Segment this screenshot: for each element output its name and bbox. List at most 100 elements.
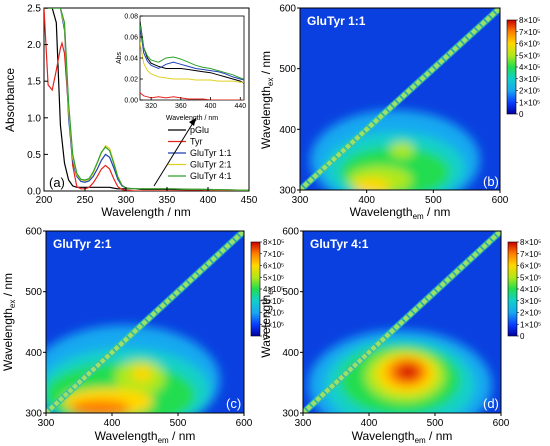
y-tick-label: 500	[25, 287, 42, 298]
scatter-marker	[479, 19, 488, 28]
scatter-marker	[315, 167, 325, 176]
inset-y-tick-label: 0.04	[124, 56, 138, 63]
scatter-marker	[348, 137, 357, 147]
scatter-marker	[223, 242, 232, 251]
colorbar-tick-label: 3×10⁵	[519, 75, 540, 84]
scatter-marker	[474, 23, 483, 32]
scatter-marker	[341, 369, 351, 378]
colorbar-tick-label: 5×10⁵	[519, 51, 540, 60]
scatter-marker	[318, 390, 327, 399]
scatter-marker	[374, 339, 383, 348]
panel-c-y-axis-label: Wavelengthex / nm	[1, 273, 17, 371]
colorbar-tick-label: 2×10⁵	[520, 309, 541, 318]
scatter-marker	[237, 231, 244, 238]
panel-b-heatmap: GluTyr 1:1 (b) 300 400 500 600300400500600 …	[259, 4, 540, 222]
scatter-marker	[385, 103, 395, 113]
y-tick-label: 600	[282, 227, 299, 238]
legend-entry-label: Tyr	[190, 137, 203, 147]
panel-c-scatter-diagonal	[46, 231, 244, 413]
panel-c-x-axis-label: Wavelengthem / nm	[95, 429, 196, 445]
scatter-marker	[457, 263, 466, 272]
panel-a-x-tick-label: 400	[200, 195, 217, 206]
scatter-marker	[480, 242, 489, 251]
legend-entry-label: GluTyr 2:1	[190, 160, 232, 170]
scatter-marker	[144, 314, 154, 323]
panel-a-y-tick-label: 1.5	[27, 77, 41, 88]
inset-x-tick-label: 320	[145, 103, 157, 110]
scatter-marker	[218, 246, 227, 255]
colorbar-tick-label: 1×10⁵	[263, 320, 284, 329]
scatter-marker	[452, 267, 461, 276]
panel-a-x-tick-label: 300	[118, 195, 135, 206]
panel-d-plot-frame	[302, 230, 502, 414]
panel-a-y-tick-label: 0.5	[27, 150, 41, 161]
panel-c-heatmap: GluTyr 2:1 (c) 300 400 500 600300400500600 …	[1, 227, 284, 446]
scatter-marker	[441, 53, 451, 62]
inset-y-tick-label: 0.06	[124, 35, 138, 42]
colorbar-tick-label: 7×10⁵	[520, 250, 541, 259]
x-tick-label: 500	[425, 195, 442, 206]
colorbar-tick-label: 8×10⁵	[263, 238, 284, 247]
x-tick-label: 400	[104, 418, 121, 429]
inset-x-tick-label: 400	[205, 103, 217, 110]
scatter-marker	[465, 31, 474, 41]
scatter-marker	[485, 237, 494, 247]
scatter-marker	[66, 386, 75, 395]
scatter-marker	[367, 120, 376, 130]
scatter-marker	[406, 310, 415, 319]
scatter-marker	[329, 154, 339, 164]
panel-c-title: GluTyr 2:1	[53, 237, 112, 251]
scatter-marker	[451, 44, 460, 53]
panel-d-y-axis-label: Wavelengthex	[259, 286, 275, 357]
scatter-marker	[371, 116, 381, 125]
scatter-marker	[420, 297, 429, 306]
x-tick-label: 300	[292, 195, 309, 206]
scatter-marker	[172, 288, 181, 297]
scatter-marker	[135, 322, 144, 331]
scatter-marker	[214, 250, 223, 259]
panel-b-colorbar: 8×10⁵ 7×10⁵ 6×10⁵ 5×10⁵ 4×10⁵ 3×10⁵ 2×10⁵ 1×10⁵…	[506, 16, 540, 119]
scatter-marker	[378, 335, 387, 344]
scatter-marker	[70, 382, 80, 391]
y-tick-label: 600	[279, 4, 296, 15]
scatter-marker	[314, 394, 323, 404]
scatter-marker	[154, 305, 163, 314]
panel-a-y-tick-label: 2.0	[27, 40, 41, 51]
panel-a-x-axis-label: Wavelength / nm	[101, 205, 191, 219]
scatter-marker	[360, 352, 369, 361]
panel-a-y-tick-label: 0.0	[27, 187, 41, 198]
panel-a-y-axis-label: Absorbance	[3, 68, 17, 132]
scatter-marker	[209, 254, 218, 264]
panel-b-letter: (b)	[483, 174, 499, 189]
scatter-marker	[46, 407, 52, 413]
inset-x-axis-label: Wavelength / nm	[166, 115, 218, 122]
scatter-marker	[334, 150, 343, 159]
panel-b-plot-frame	[299, 7, 501, 191]
scatter-marker	[424, 293, 434, 302]
colorbar-tick-label: 4×10⁵	[520, 285, 541, 294]
scatter-marker	[411, 305, 420, 314]
colorbar-tick-label: 5×10⁵	[263, 273, 284, 282]
y-tick-label: 300	[25, 409, 42, 420]
scatter-marker	[195, 267, 204, 276]
colorbar-tick-label: 5×10⁵	[520, 273, 541, 282]
panel-d-colorbar: 8×10⁵ 7×10⁵ 6×10⁵ 5×10⁵ 4×10⁵ 3×10⁵ 2×10⁵ 1×10⁵…	[507, 238, 541, 341]
panel-c-plot-frame	[45, 230, 245, 414]
x-tick-label: 600	[493, 418, 510, 429]
scatter-marker	[390, 99, 399, 108]
colorbar-tick-label: 1×10⁵	[520, 320, 541, 329]
panel-a-x-tick-label: 250	[77, 195, 94, 206]
x-tick-label: 600	[492, 195, 509, 206]
panel-a-x-tick-label: 200	[36, 195, 53, 206]
colorbar-tick-label: 8×10⁵	[520, 238, 541, 247]
scatter-marker	[47, 403, 57, 412]
x-tick-label: 600	[236, 418, 253, 429]
y-tick-label: 500	[282, 287, 299, 298]
x-tick-label: 300	[38, 418, 55, 429]
panel-b-title: GluTyr 1:1	[307, 14, 366, 28]
panel-a-series-line-1	[44, 8, 249, 191]
scatter-marker	[117, 339, 126, 348]
y-tick-label: 400	[282, 348, 299, 359]
